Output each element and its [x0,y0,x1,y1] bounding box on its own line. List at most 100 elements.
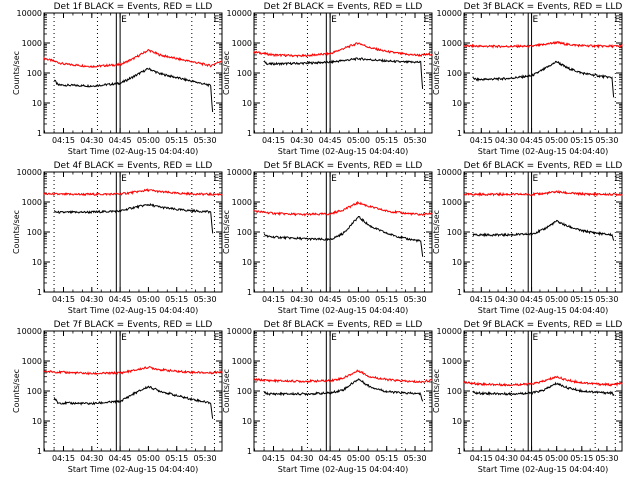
chart-title: Det 3f BLACK = Events, RED = LLD [464,2,623,12]
plot-frame [463,12,623,134]
y-axis-label: Counts/sec [432,210,441,254]
y-tick-label: 100 [237,387,252,396]
y-tick-label: 100 [27,69,42,78]
y-axis-label: Counts/sec [12,210,21,254]
x-tick-label: 04:45 [520,454,543,463]
x-tick-label: 05:15 [165,454,188,463]
x-tick-label: 05:15 [570,295,593,304]
event-marker-label: E [424,333,430,343]
y-tick-label: 1000 [442,198,462,207]
x-tick-label: 05:00 [545,295,568,304]
lld-series-line [253,369,433,384]
y-tick-label: 10 [452,258,462,267]
chart-title: Det 2f BLACK = Events, RED = LLD [264,2,423,12]
lld-series-line [463,40,623,49]
plot-frame [463,171,623,293]
panel-5: Det 5f BLACK = Events, RED = LLD 1 10 100 10… [222,161,433,315]
y-tick-label: 10000 [437,327,462,336]
y-tick-label: 100 [447,387,462,396]
y-tick-label: 1000 [22,198,42,207]
x-tick-label: 05:00 [347,454,370,463]
x-tick-label: 05:00 [347,295,370,304]
y-tick-label: 10 [242,99,252,108]
y-tick-label: 10000 [227,327,252,336]
y-axis-label: Counts/sec [222,369,231,413]
x-tick-label: 05:30 [193,295,216,304]
x-axis-label: Start Time (02-Aug-15 04:04:40) [478,465,609,474]
x-tick-label: 04:15 [52,295,75,304]
event-marker-label: E [121,174,127,184]
y-axis-label: Counts/sec [12,51,21,95]
y-tick-label: 1000 [22,357,42,366]
x-tick-label: 05:00 [545,136,568,145]
x-tick-label: 04:15 [470,454,493,463]
x-tick-label: 05:00 [137,454,160,463]
y-tick-label: 10 [452,99,462,108]
event-marker-label: E [214,15,220,25]
x-axis-label: Start Time (02-Aug-15 04:04:40) [478,147,609,156]
y-tick-label: 10000 [437,9,462,18]
x-tick-label: 04:45 [109,136,132,145]
lld-series-line [463,189,623,197]
y-tick-label: 100 [27,228,42,237]
x-axis-label: Start Time (02-Aug-15 04:04:40) [68,465,199,474]
y-tick-label: 1000 [232,39,252,48]
x-tick-label: 04:45 [520,295,543,304]
x-tick-label: 05:00 [137,295,160,304]
x-tick-label: 05:30 [595,454,618,463]
y-tick-label: 1 [37,288,42,297]
y-tick-label: 100 [447,69,462,78]
events-series-line [263,216,424,257]
x-axis-label: Start Time (02-Aug-15 04:04:40) [68,147,199,156]
y-tick-label: 1 [457,129,462,138]
y-tick-label: 10000 [437,168,462,177]
event-marker-label: E [615,15,621,25]
x-tick-label: 04:30 [80,295,103,304]
event-marker-label: E [331,15,337,25]
events-series-line [264,57,424,89]
panel-9: Det 9f BLACK = Events, RED = LLD 1 10 100 10… [432,320,623,474]
x-axis-label: Start Time (02-Aug-15 04:04:40) [278,306,409,315]
x-tick-label: 05:15 [570,454,593,463]
events-series-line [472,381,615,397]
y-tick-label: 1 [457,288,462,297]
x-tick-label: 04:30 [495,454,518,463]
panel-2: Det 2f BLACK = Events, RED = LLD 1 10 100 10… [222,2,433,156]
event-marker-label: E [424,174,430,184]
panel-1: Det 1f BLACK = Events, RED = LLD 1 10 100 10… [12,2,223,156]
x-tick-label: 04:30 [290,136,313,145]
events-series-line [472,60,615,98]
x-tick-label: 04:30 [80,454,103,463]
y-tick-label: 10000 [17,9,42,18]
plot-frame [43,171,223,293]
y-tick-label: 10 [452,417,462,426]
x-tick-label: 04:30 [290,295,313,304]
x-tick-label: 04:15 [262,136,285,145]
lld-series-line [43,187,223,197]
y-tick-label: 1000 [232,198,252,207]
x-tick-label: 05:15 [375,295,398,304]
y-tick-label: 1 [37,447,42,456]
x-tick-label: 05:00 [347,136,370,145]
lld-series-line [463,375,623,387]
x-tick-label: 04:15 [52,454,75,463]
x-tick-label: 04:30 [80,136,103,145]
x-tick-label: 05:30 [403,454,426,463]
y-tick-label: 10 [32,258,42,267]
event-marker-label: E [214,174,220,184]
y-tick-label: 1 [457,447,462,456]
chart-title: Det 7f BLACK = Events, RED = LLD [54,320,213,330]
events-series-line [263,378,424,402]
y-axis-label: Counts/sec [432,369,441,413]
plot-frame [253,12,433,134]
x-tick-label: 04:45 [319,454,342,463]
event-marker-label: E [615,333,621,343]
y-tick-label: 10 [32,99,42,108]
y-tick-label: 10 [242,258,252,267]
x-tick-label: 04:45 [520,136,543,145]
x-tick-label: 04:30 [495,295,518,304]
event-marker-label: E [121,333,127,343]
x-tick-label: 05:15 [375,454,398,463]
y-tick-label: 1000 [232,357,252,366]
event-marker-label: E [533,15,539,25]
